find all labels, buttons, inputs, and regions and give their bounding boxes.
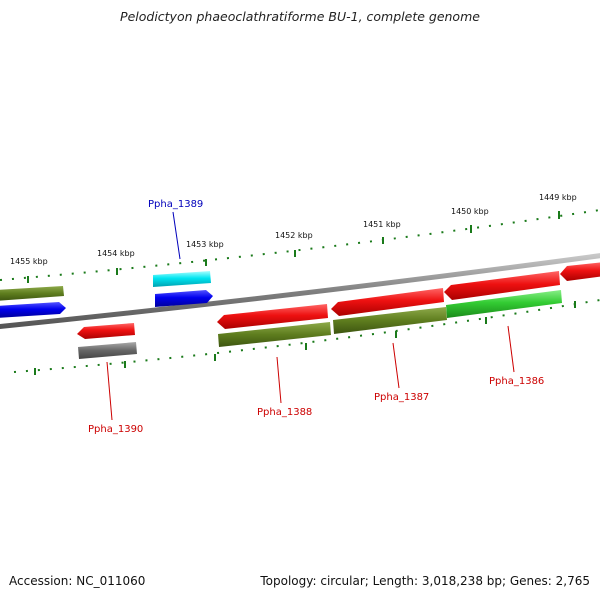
major-ticks-outer [27,211,560,283]
gene-label: Ppha_1386 [489,376,544,387]
gene-feature-gray [78,342,137,359]
leader-line [507,325,515,373]
kbp-labels: 1455 kbp 1454 kbp 1453 kbp 1452 kbp 1451… [10,193,577,266]
gene-label: Ppha_1388 [257,407,312,418]
genome-title: Pelodictyon phaeoclathratiforme BU-1, co… [120,9,480,24]
tick-label: 1449 kbp [539,193,577,202]
genome-backbone [0,253,600,330]
upper-strand-features [0,262,600,318]
major-ticks-inner [34,301,576,375]
leader-line [392,342,400,389]
gene-label: Ppha_1390 [88,424,143,435]
gene-feature-red [560,262,600,281]
tick-label: 1452 kbp [275,231,313,240]
gene-labels: Ppha_1389 Ppha_1390 Ppha_1388 Ppha_1387 … [88,199,544,435]
gene-feature-red [77,323,135,339]
gene-label: Ppha_1389 [148,199,203,210]
tick-label: 1455 kbp [10,257,48,266]
gene-feature-red [444,271,560,300]
outer-tick-ring [0,209,600,281]
gene-label: Ppha_1387 [374,392,429,403]
gene-feature-olive [333,307,447,334]
accession-text: Accession: NC_011060 [9,574,146,588]
gene-feature-blue [155,290,213,307]
gene-feature-red [331,288,444,316]
leader-line [106,361,113,421]
tick-label: 1453 kbp [186,240,224,249]
tick-label: 1454 kbp [97,249,135,258]
gene-feature-olive [0,286,64,301]
genome-info-text: Topology: circular; Length: 3,018,238 bp… [260,574,590,588]
leader-line [276,356,282,404]
tick-label: 1451 kbp [363,220,401,229]
gene-feature-blue [0,302,66,318]
leader-line [172,211,181,260]
gene-feature-green [446,290,562,318]
lower-strand-features [77,271,562,359]
label-leaders [106,211,515,421]
gene-feature-olive [218,322,331,347]
gene-feature-red [217,304,328,329]
gene-feature-cyan [153,271,211,287]
tick-label: 1450 kbp [451,207,489,216]
